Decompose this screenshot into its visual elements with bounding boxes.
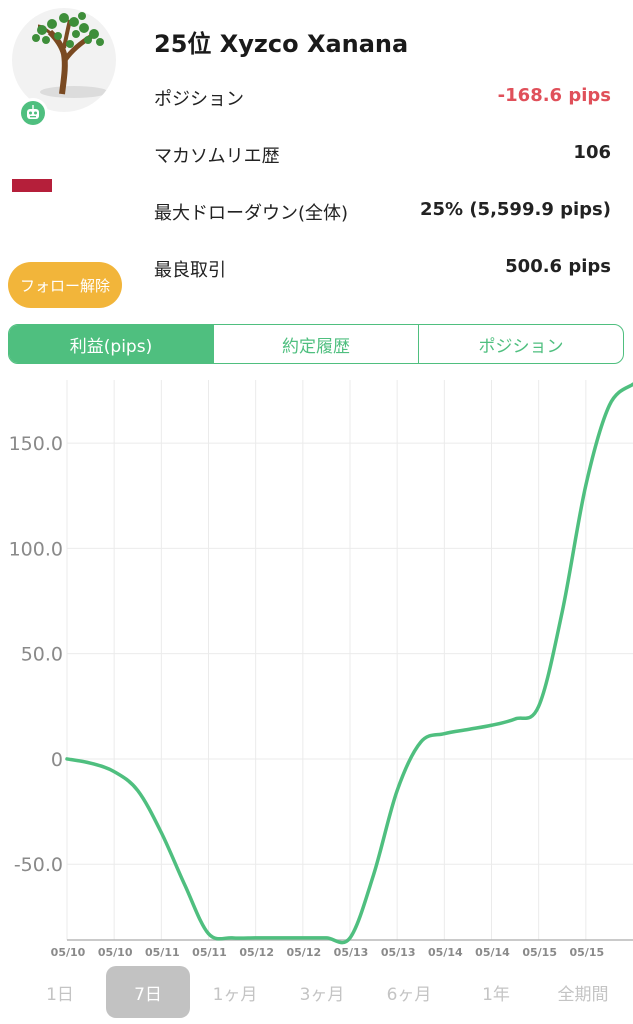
x-tick-label: 05/14: [475, 946, 510, 959]
x-tick-label: 05/15: [522, 946, 557, 959]
x-tick-label: 05/15: [570, 946, 605, 959]
tab-trade-history[interactable]: 約定履歴: [213, 325, 418, 363]
profit-chart: 150.0 100.0 50.0 0 -50.0 05/10 05/10 05/11 05/11…: [9, 380, 633, 959]
period-3m[interactable]: 3ヶ月: [299, 984, 345, 1005]
tab-positions[interactable]: ポジション: [418, 325, 623, 363]
x-tick-label: 05/12: [287, 946, 322, 959]
series-line: [65, 382, 633, 945]
y-tick-label: 50.0: [21, 644, 63, 666]
x-tick-label: 05/10: [51, 946, 86, 959]
tree-icon: [32, 12, 108, 98]
trader-title: 25位 Xyzco Xanana: [154, 30, 409, 58]
period-7d[interactable]: 7日: [106, 966, 190, 1018]
x-tick-label: 05/14: [428, 946, 463, 959]
stat-label-max-drawdown: 最大ドローダウン(全体): [154, 203, 349, 224]
unfollow-button[interactable]: フォロー解除: [8, 262, 122, 308]
x-tick-label: 05/12: [239, 946, 274, 959]
stat-value-max-drawdown: 25% (5,599.9 pips): [419, 199, 611, 220]
y-tick-label: -50.0: [14, 854, 63, 876]
tab-bar: 利益(pips) 約定履歴 ポジション: [8, 324, 624, 364]
stat-label-experience: マカソムリエ歴: [154, 146, 280, 167]
country-flag-icon: [12, 179, 52, 192]
stat-label-best-trade: 最良取引: [154, 260, 226, 281]
x-tick-label: 05/13: [334, 946, 369, 959]
x-tick-label: 05/13: [381, 946, 416, 959]
robot-badge-icon: [18, 98, 48, 128]
y-tick-label: 0: [51, 749, 63, 771]
stat-value-best-trade: 500.6 pips: [505, 256, 611, 277]
period-all[interactable]: 全期間: [557, 984, 609, 1005]
x-tick-label: 05/11: [192, 946, 227, 959]
tab-profit[interactable]: 利益(pips): [9, 325, 213, 363]
period-selector: 1日 7日 1ヶ月 3ヶ月 6ヶ月 1年 全期間: [0, 966, 633, 1020]
period-6m[interactable]: 6ヶ月: [386, 984, 432, 1005]
stat-value-experience: 106: [573, 142, 611, 163]
period-1y[interactable]: 1年: [482, 984, 510, 1005]
avatar[interactable]: [12, 8, 116, 112]
period-1d[interactable]: 1日: [46, 984, 74, 1005]
stat-label-position: ポジション: [154, 89, 244, 110]
y-tick-label: 150.0: [9, 433, 63, 455]
x-tick-label: 05/11: [145, 946, 180, 959]
x-tick-label: 05/10: [98, 946, 133, 959]
stat-value-position: -168.6 pips: [497, 85, 611, 106]
period-1m[interactable]: 1ヶ月: [212, 984, 258, 1005]
y-tick-label: 100.0: [9, 538, 63, 560]
